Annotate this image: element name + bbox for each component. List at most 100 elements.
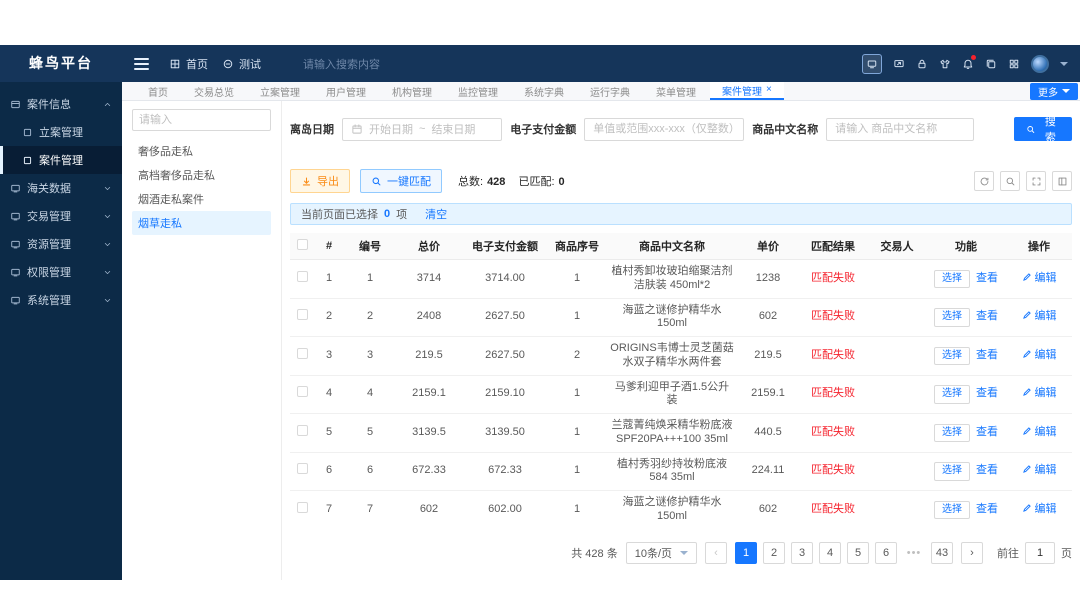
page-button[interactable]: 3: [791, 542, 813, 564]
view-link[interactable]: 查看: [976, 310, 998, 322]
close-icon[interactable]: ×: [766, 84, 772, 95]
refresh-icon[interactable]: [974, 171, 994, 191]
topbar-home-link[interactable]: 首页: [169, 56, 208, 72]
page-size-select[interactable]: 10条/页: [625, 542, 697, 564]
sidebar-subitem[interactable]: 立案管理: [0, 118, 122, 146]
page-button[interactable]: 6: [875, 542, 897, 564]
row-product-seq: 1: [573, 464, 581, 477]
chevron-down-icon: [103, 184, 112, 193]
select-button[interactable]: 选择: [934, 346, 970, 365]
page-button[interactable]: 43: [931, 542, 953, 564]
sidebar-subitem[interactable]: 案件管理: [0, 146, 122, 174]
sidebar-item[interactable]: 交易管理: [0, 202, 122, 230]
screen-share-icon[interactable]: [893, 58, 905, 70]
edit-link[interactable]: 编辑: [1022, 310, 1057, 322]
search-icon[interactable]: [1000, 171, 1020, 191]
view-link[interactable]: 查看: [976, 464, 998, 476]
tab[interactable]: 用户管理 ×: [326, 87, 366, 99]
notification-bell-icon[interactable]: [962, 54, 976, 70]
column-settings-icon[interactable]: [1052, 171, 1072, 191]
theme-icon[interactable]: [939, 58, 951, 70]
edit-link[interactable]: 编辑: [1022, 426, 1057, 438]
edit-link[interactable]: 编辑: [1022, 503, 1057, 515]
view-link[interactable]: 查看: [976, 425, 998, 438]
select-button[interactable]: 选择: [934, 423, 970, 442]
pagination: 共 428 条 10条/页 ‹ 1 2 3: [290, 542, 1072, 564]
tab[interactable]: 监控管理 ×: [458, 87, 498, 99]
next-page-button[interactable]: ›: [961, 542, 983, 564]
view-link[interactable]: 查看: [976, 502, 998, 515]
tab[interactable]: 交易总览 ×: [194, 87, 234, 99]
export-button[interactable]: 导出: [290, 169, 350, 193]
view-link[interactable]: 查看: [976, 348, 998, 361]
clear-selection-link[interactable]: 清空: [425, 209, 448, 221]
apps-grid-icon[interactable]: [1008, 58, 1020, 70]
select-button[interactable]: 选择: [934, 462, 970, 481]
tab[interactable]: 菜单管理 ×: [656, 87, 696, 99]
row-checkbox[interactable]: [296, 424, 308, 436]
row-trader: [868, 504, 926, 516]
lock-icon[interactable]: [916, 58, 928, 70]
tab[interactable]: 机构管理 ×: [392, 87, 432, 99]
select-button[interactable]: 选择: [934, 385, 970, 404]
tab[interactable]: 立案管理 ×: [260, 87, 300, 99]
product-name-input[interactable]: [826, 117, 975, 141]
edit-link[interactable]: 编辑: [1022, 464, 1057, 476]
category-item[interactable]: 烟草走私: [132, 211, 271, 235]
category-item[interactable]: 烟酒走私案件: [138, 194, 204, 206]
hamburger-menu-icon[interactable]: [134, 57, 149, 70]
topbar-test-link[interactable]: 测试: [222, 56, 261, 72]
row-checkbox[interactable]: [296, 270, 308, 282]
page-button[interactable]: 2: [763, 542, 785, 564]
page-button[interactable]: 4: [819, 542, 841, 564]
goto-page-input[interactable]: [1025, 542, 1055, 564]
fullscreen-icon[interactable]: [862, 53, 882, 74]
category-search-input[interactable]: [132, 109, 271, 131]
select-button[interactable]: 选择: [934, 269, 970, 288]
copy-icon[interactable]: [985, 58, 997, 70]
tab[interactable]: 系统字典 ×: [524, 87, 564, 99]
view-link[interactable]: 查看: [976, 387, 998, 399]
category-item[interactable]: 奢侈品走私: [138, 146, 193, 158]
global-search-input[interactable]: 请输入搜索内容: [303, 58, 380, 71]
more-button[interactable]: 更多: [1030, 82, 1078, 100]
sidebar-item[interactable]: 海关数据: [0, 174, 122, 202]
module-icon: [10, 239, 21, 250]
sidebar-item[interactable]: 权限管理: [0, 258, 122, 286]
row-checkbox[interactable]: [296, 463, 308, 475]
page-button[interactable]: 1: [735, 542, 757, 564]
edit-pencil-icon: [1022, 464, 1032, 474]
user-avatar[interactable]: [1031, 54, 1049, 73]
sidebar-items: 海关数据 交易管理 资源管理: [0, 174, 122, 314]
row-checkbox[interactable]: [296, 501, 308, 513]
select-button[interactable]: 选择: [934, 308, 970, 327]
view-link[interactable]: 查看: [976, 271, 998, 284]
edit-link[interactable]: 编辑: [1022, 387, 1057, 399]
amount-input[interactable]: [584, 117, 745, 141]
row-checkbox[interactable]: [296, 386, 308, 398]
chevron-down-icon[interactable]: [1060, 61, 1068, 66]
sidebar-menu: 案件信息 立案管理 案件管理: [0, 82, 122, 314]
edit-link[interactable]: 编辑: [1022, 272, 1057, 284]
date-range-picker[interactable]: 开始日期 ~ 结束日期: [342, 117, 503, 141]
row-checkbox[interactable]: [296, 347, 308, 359]
page-button[interactable]: •••: [903, 542, 925, 564]
sidebar-item-case-info[interactable]: 案件信息: [0, 90, 122, 118]
tab[interactable]: 首页 ×: [148, 87, 168, 99]
row-epay-amount: 602.00: [488, 502, 522, 515]
page-button[interactable]: 5: [847, 542, 869, 564]
one-click-match-button[interactable]: 一键匹配: [360, 169, 442, 193]
select-button[interactable]: 选择: [934, 500, 970, 519]
sidebar-item[interactable]: 资源管理: [0, 230, 122, 258]
sidebar-item[interactable]: 系统管理: [0, 286, 122, 314]
search-button[interactable]: 搜索: [1014, 116, 1072, 144]
tab[interactable]: 运行字典 ×: [590, 87, 630, 99]
row-checkbox[interactable]: [296, 309, 308, 321]
table-tool-icons: [974, 171, 1072, 191]
fullscreen-icon[interactable]: [1026, 171, 1046, 191]
edit-link[interactable]: 编辑: [1022, 349, 1057, 361]
category-item[interactable]: 高档奢侈品走私: [138, 170, 215, 182]
select-all-checkbox[interactable]: [296, 239, 308, 250]
prev-page-button[interactable]: ‹: [705, 542, 727, 564]
tab[interactable]: 案件管理 ×: [710, 82, 784, 100]
